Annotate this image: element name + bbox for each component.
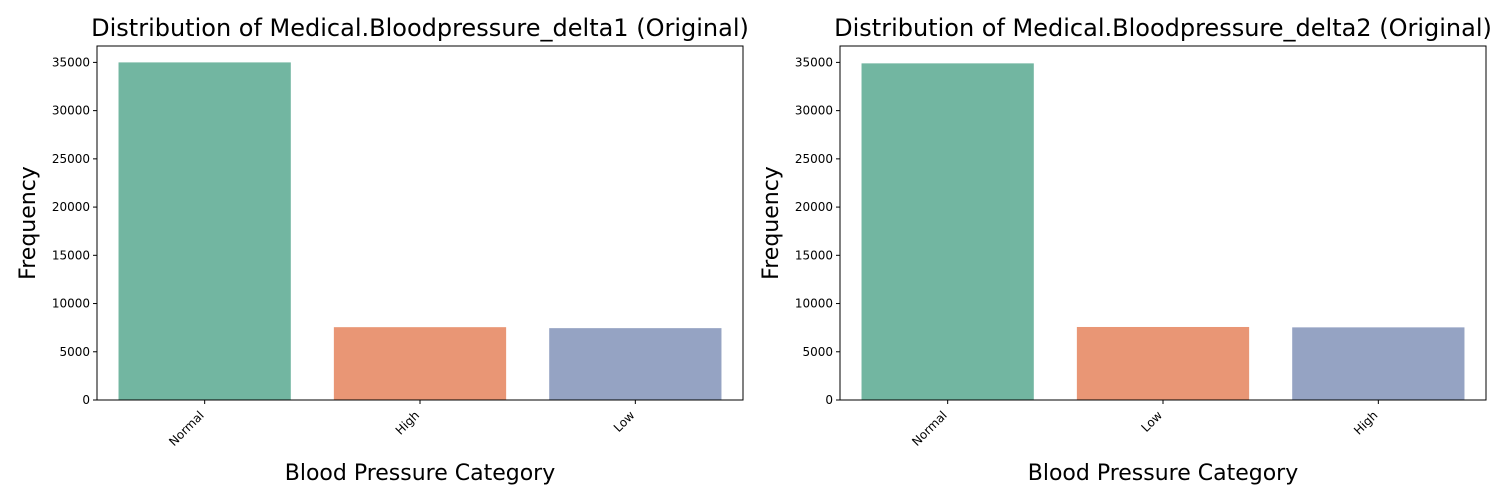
- bars: [118, 62, 722, 400]
- bar-normal: [118, 62, 291, 400]
- y-tick-label: 30000: [52, 104, 90, 118]
- y-tick-label: 10000: [795, 297, 833, 311]
- x-tick-label: Normal: [909, 408, 950, 449]
- y-tick-label: 15000: [795, 248, 833, 262]
- y-tick-label: 30000: [795, 104, 833, 118]
- y-tick-label: 20000: [52, 200, 90, 214]
- x-tick-label: High: [1351, 408, 1380, 437]
- bar-normal: [861, 63, 1034, 400]
- y-tick-label: 35000: [795, 55, 833, 69]
- y-ticks: 0 5000 10000 15000 20000 25000 30000 35000: [795, 55, 840, 407]
- y-tick-label: 10000: [52, 297, 90, 311]
- x-tick-label: Normal: [166, 408, 207, 449]
- y-axis-label: Frequency: [759, 166, 784, 280]
- x-tick-label: Low: [1139, 408, 1166, 435]
- x-tick-label: High: [393, 408, 422, 437]
- bar-high: [333, 327, 507, 400]
- bar-high: [1292, 327, 1465, 400]
- y-ticks: 0 5000 10000 15000 20000 25000 30000 35000: [52, 55, 97, 407]
- bars: [861, 63, 1465, 400]
- chart-left: Distribution of Medical.Bloodpressure_de…: [16, 14, 749, 486]
- y-tick-label: 5000: [59, 345, 90, 359]
- y-tick-label: 35000: [52, 55, 90, 69]
- chart-title: Distribution of Medical.Bloodpressure_de…: [91, 14, 749, 42]
- plot-frame: [96, 45, 744, 401]
- plot-frame: [839, 45, 1487, 401]
- x-ticks: Normal Low High: [909, 400, 1380, 449]
- y-tick-label: 0: [82, 393, 90, 407]
- y-tick-label: 25000: [795, 152, 833, 166]
- x-ticks: Normal High Low: [166, 400, 638, 449]
- x-axis-label: Blood Pressure Category: [1028, 461, 1299, 486]
- x-axis-label: Blood Pressure Category: [285, 461, 556, 486]
- y-tick-label: 5000: [802, 345, 833, 359]
- chart-title: Distribution of Medical.Bloodpressure_de…: [834, 14, 1492, 42]
- y-tick-label: 20000: [795, 200, 833, 214]
- bar-low: [549, 328, 722, 400]
- y-tick-label: 15000: [52, 248, 90, 262]
- chart-right: Distribution of Medical.Bloodpressure_de…: [759, 14, 1492, 486]
- y-tick-label: 25000: [52, 152, 90, 166]
- x-tick-label: Low: [611, 408, 638, 435]
- y-axis-label: Frequency: [16, 166, 41, 280]
- y-tick-label: 0: [825, 393, 833, 407]
- bar-low: [1076, 326, 1250, 400]
